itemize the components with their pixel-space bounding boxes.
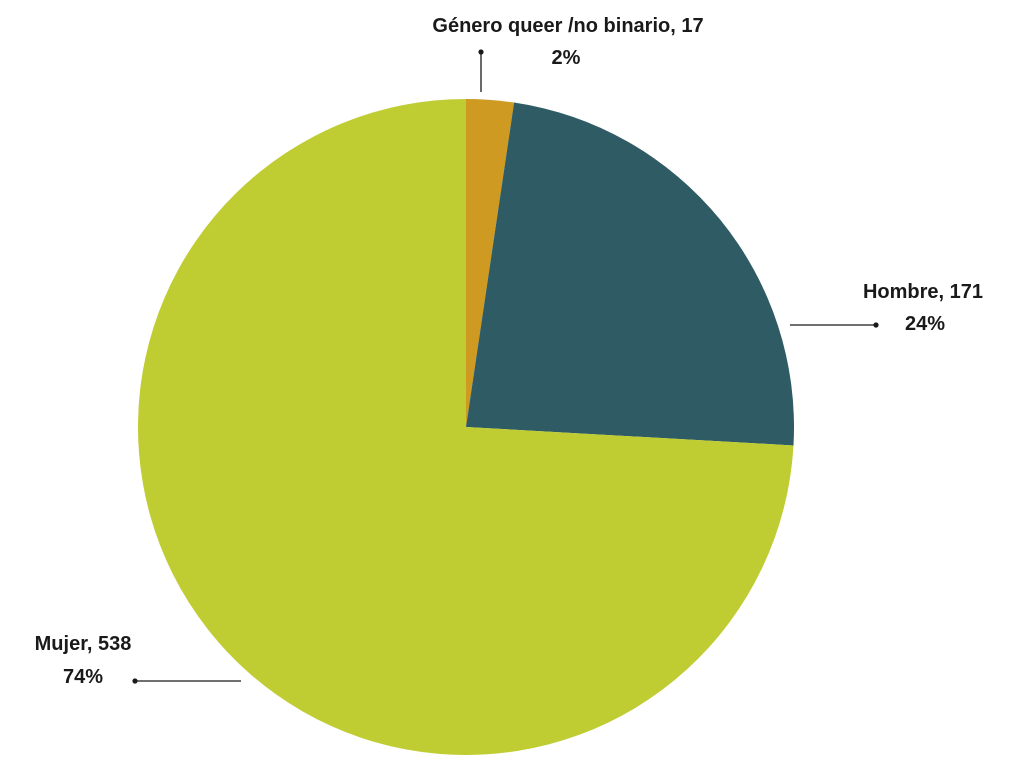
- leader-dot-genero-queer-no-binario: [478, 49, 484, 55]
- data-label-percent-mujer: 74%: [63, 666, 103, 688]
- data-label-name-hombre: Hombre, 171: [863, 281, 983, 303]
- data-label-name-mujer: Mujer, 538: [35, 633, 132, 655]
- pie-slice-genero-queer-no-binario: [466, 99, 515, 427]
- pie-slice-mujer: [137, 99, 794, 755]
- leader-lines-layer: [132, 49, 879, 684]
- leader-dot-hombre: [873, 322, 879, 328]
- data-label-percent-hombre: 24%: [905, 313, 945, 335]
- leader-dot-mujer: [132, 678, 138, 684]
- pie-slice-hombre: [466, 102, 794, 446]
- data-labels-layer: Género queer /no binario, 17 2% Hombre, 17…: [35, 15, 983, 688]
- data-label-percent-genero-queer-no-binario: 2%: [552, 47, 581, 69]
- data-label-name-genero-queer-no-binario: Género queer /no binario, 17: [432, 15, 703, 37]
- slices-layer: [137, 99, 794, 755]
